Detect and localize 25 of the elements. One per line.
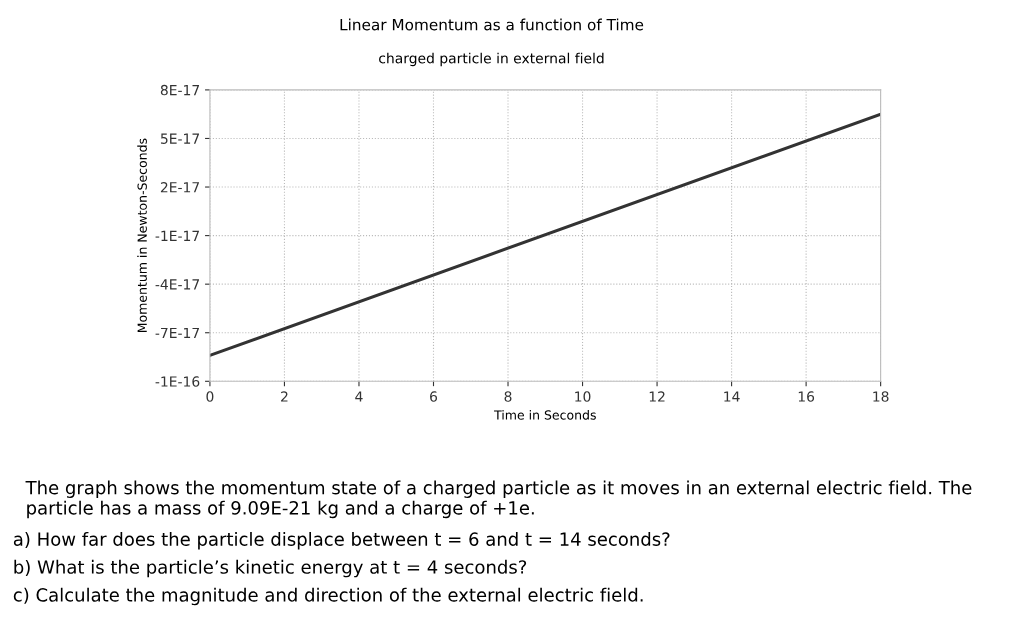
text: b) What is the particle’s kinetic energy at t = 4 seconds?: [14, 559, 527, 578]
x-tick-label: 6: [430, 391, 438, 402]
x-tick-label: 8: [504, 391, 512, 402]
y-tick-label: 8E-17: [160, 84, 200, 96]
text: a) How far does the particle displace between t = 6 and t = 14 seconds?: [13, 531, 670, 550]
y-tick-label: -1E-17: [155, 230, 200, 241]
text: The graph shows the momentum state of a charged particle as it moves in an external electric field. The particle has a mass of 9.09E-21 kg and a charge of +1e.: [25, 480, 972, 519]
x-tick-label: 18: [873, 391, 889, 402]
chart-subtitle: charged particle in external field: [379, 52, 604, 67]
x-axis-title: Time in Seconds: [494, 410, 596, 420]
y-tick-label: -1E-16: [155, 376, 200, 387]
x-tick-label: 2: [281, 391, 288, 402]
y-tick-label: 2E-17: [160, 182, 200, 193]
y-tick-label: -4E-17: [155, 279, 200, 290]
y-tick-label: 5E-17: [160, 133, 200, 144]
x-tick-label: 12: [649, 391, 665, 402]
y-tick-label: -7E-17: [155, 327, 200, 339]
x-tick-label: 16: [798, 391, 815, 402]
text: c) Calculate the magnitude and direction of the external electric field.: [13, 587, 643, 606]
chart-title: Linear Momentum as a function of Time: [340, 18, 644, 31]
x-tick-label: 14: [724, 391, 740, 402]
x-tick-label: 10: [575, 391, 591, 402]
x-tick-label: 4: [355, 391, 363, 402]
y-axis-title: Momentum in Newton-Seconds: [137, 138, 147, 333]
x-tick-label: 0: [206, 391, 214, 402]
